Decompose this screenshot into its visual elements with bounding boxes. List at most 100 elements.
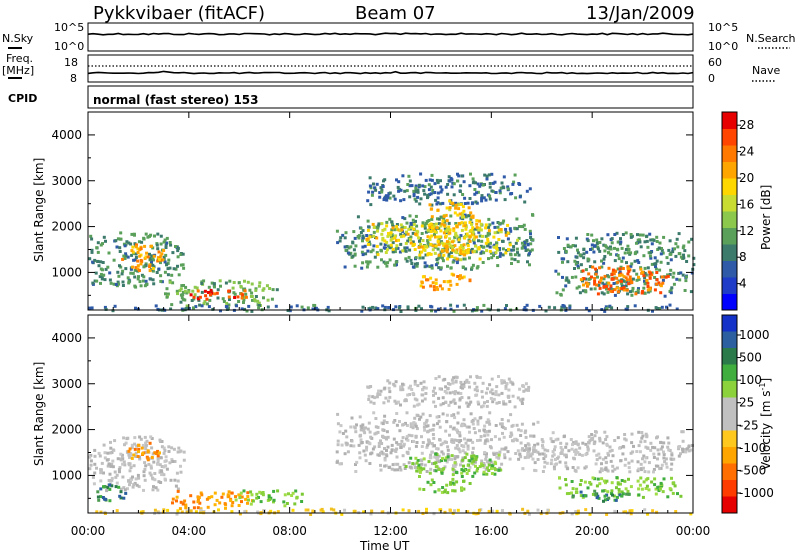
velocity-cell: [360, 441, 364, 444]
velocity-cell: [383, 414, 387, 418]
velocity-cell: [446, 448, 450, 452]
power-cell: [480, 239, 484, 243]
velocity-cell: [138, 457, 142, 461]
velocity-cell: [647, 488, 651, 492]
power-cell: [438, 235, 442, 239]
power-cell: [576, 251, 580, 255]
power-cell: [627, 248, 631, 251]
velocity-cell: [369, 400, 373, 404]
power-cell: [200, 290, 204, 294]
power-cell: [436, 217, 439, 221]
power-cell: [490, 189, 494, 193]
velocity-cell: [574, 449, 578, 453]
power-cell: [367, 225, 371, 229]
velocity-cell: [135, 444, 139, 448]
power-cell: [104, 267, 108, 271]
velocity-region-7: [366, 374, 531, 409]
power-cell: [433, 191, 437, 194]
velocity-cell: [128, 447, 132, 451]
power-cell: [427, 219, 431, 222]
power-cell: [455, 234, 459, 238]
velocity-cell: [646, 477, 650, 481]
power-cell: [452, 193, 456, 197]
velocity-cell: [637, 467, 641, 471]
power-cell: [381, 228, 385, 232]
velocity-cell: [521, 447, 525, 451]
velocity-cell: [630, 509, 634, 513]
velocity-cell: [384, 464, 388, 468]
power-cell: [451, 240, 454, 244]
power-cell: [509, 192, 513, 196]
power-cell: [625, 278, 629, 282]
power-cell: [361, 253, 365, 257]
velocity-cell: [632, 444, 635, 448]
power-cell: [175, 289, 179, 293]
velocity-cell: [619, 482, 622, 486]
power-cell: [412, 189, 416, 193]
power-cell: [124, 254, 128, 258]
velocity-cell: [377, 389, 381, 393]
power-cell: [617, 290, 620, 294]
power-cell: [479, 228, 483, 232]
velocity-cell: [460, 383, 464, 387]
velocity-cell: [413, 423, 417, 427]
power-cell: [411, 240, 415, 244]
power-cell: [454, 203, 458, 207]
velocity-cell: [425, 445, 429, 449]
velocity-cell: [386, 379, 390, 383]
velocity-cell: [656, 457, 659, 461]
power-cell: [258, 281, 262, 285]
velocity-cell: [220, 495, 224, 499]
velocity-cell: [291, 508, 295, 512]
power-cell: [102, 235, 106, 239]
velocity-cell: [488, 458, 492, 462]
power-cell: [654, 265, 657, 269]
velocity-cell: [553, 445, 557, 449]
velocity-cell: [99, 468, 103, 472]
velocity-cell: [603, 498, 607, 502]
velocity-cell: [418, 487, 422, 491]
velocity-cell: [583, 480, 587, 484]
power-cell: [593, 287, 597, 291]
velocity-cell: [552, 465, 556, 469]
power-cell: [156, 259, 160, 263]
velocity-cell: [645, 484, 649, 488]
velocity-cell: [454, 390, 457, 394]
power-cell: [455, 282, 459, 286]
power-cell: [178, 289, 182, 293]
power-cell: [600, 237, 604, 241]
velocity-cell: [584, 442, 588, 446]
power-cell: [512, 245, 516, 249]
velocity-cell: [635, 450, 639, 453]
velocity-cell: [462, 445, 466, 449]
power-cell: [116, 270, 120, 274]
velocity-cell: [503, 380, 506, 384]
velocity-cell: [367, 394, 371, 398]
power-cell: [578, 291, 582, 295]
power-cell: [452, 229, 456, 233]
velocity-cell: [99, 495, 103, 499]
velocity-cell: [402, 442, 406, 446]
power-cell: [446, 280, 450, 284]
velocity-cell: [434, 404, 437, 408]
velocity-cell: [388, 390, 392, 394]
power-cell: [356, 235, 360, 238]
power-cell: [654, 267, 658, 271]
power-cell: [678, 278, 682, 282]
velocity-cell: [450, 454, 454, 458]
power-cell: [676, 245, 680, 249]
velocity-cell: [367, 398, 371, 401]
velocity-cell: [108, 483, 112, 487]
velocity-cell: [448, 508, 452, 512]
velocity-cell: [486, 387, 489, 391]
power-cell: [605, 281, 609, 285]
velocity-cell: [349, 444, 353, 448]
velocity-cell: [420, 435, 423, 439]
power-cell: [683, 289, 687, 292]
power-cell: [383, 239, 387, 243]
velocity-cell: [549, 462, 553, 466]
velocity-cell: [476, 419, 480, 423]
power-cell: [478, 184, 482, 188]
velocity-cell: [335, 460, 339, 464]
velocity-cell: [446, 457, 450, 461]
